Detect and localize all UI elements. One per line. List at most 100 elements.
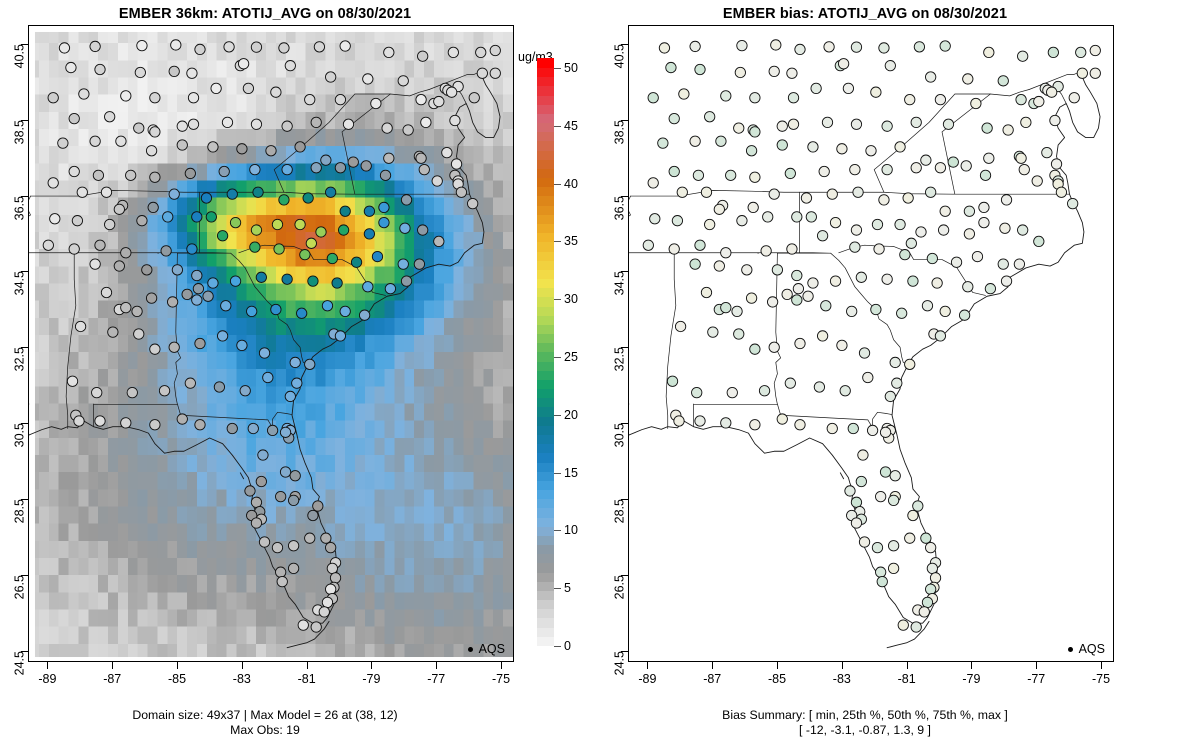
aqs-site-marker[interactable] bbox=[939, 305, 951, 318]
aqs-site-marker[interactable] bbox=[925, 186, 937, 198]
aqs-site-marker[interactable] bbox=[691, 387, 703, 399]
aqs-site-marker[interactable] bbox=[126, 387, 138, 399]
aqs-site-marker[interactable] bbox=[847, 422, 859, 435]
aqs-site-marker[interactable] bbox=[1017, 50, 1029, 62]
aqs-site-marker[interactable] bbox=[304, 94, 316, 106]
aqs-site-marker[interactable] bbox=[325, 71, 337, 83]
aqs-site-marker[interactable] bbox=[136, 215, 148, 227]
aqs-site-marker[interactable] bbox=[250, 517, 263, 529]
aqs-site-marker[interactable] bbox=[297, 619, 309, 631]
aqs-site-marker[interactable] bbox=[836, 339, 848, 352]
aqs-site-marker[interactable] bbox=[294, 218, 306, 231]
aqs-site-marker[interactable] bbox=[176, 413, 188, 425]
aqs-site-marker[interactable] bbox=[1033, 235, 1045, 248]
aqs-site-marker[interactable] bbox=[807, 141, 819, 153]
aqs-site-marker[interactable] bbox=[1017, 224, 1029, 236]
aqs-site-marker[interactable] bbox=[997, 258, 1009, 270]
aqs-site-marker[interactable] bbox=[879, 466, 892, 478]
aqs-site-marker[interactable] bbox=[120, 417, 132, 429]
aqs-site-marker[interactable] bbox=[704, 111, 716, 123]
aqs-site-marker[interactable] bbox=[381, 122, 393, 134]
aqs-site-marker[interactable] bbox=[284, 60, 296, 72]
aqs-site-marker[interactable] bbox=[358, 309, 371, 321]
aqs-site-marker[interactable] bbox=[791, 269, 803, 282]
aqs-site-marker[interactable] bbox=[402, 124, 414, 136]
aqs-site-marker[interactable] bbox=[271, 542, 284, 554]
aqs-site-marker[interactable] bbox=[1076, 67, 1088, 79]
aqs-site-marker[interactable] bbox=[68, 243, 80, 255]
aqs-site-marker[interactable] bbox=[74, 320, 87, 333]
aqs-site-marker[interactable] bbox=[836, 143, 848, 155]
aqs-site-marker[interactable] bbox=[794, 43, 806, 56]
aqs-site-marker[interactable] bbox=[310, 116, 322, 129]
aqs-site-marker[interactable] bbox=[884, 60, 896, 72]
aqs-site-marker[interactable] bbox=[447, 46, 459, 59]
aqs-site-marker[interactable] bbox=[134, 66, 146, 79]
aqs-site-marker[interactable] bbox=[176, 139, 188, 151]
aqs-site-marker[interactable] bbox=[875, 490, 887, 503]
aqs-site-marker[interactable] bbox=[979, 169, 992, 181]
aqs-site-marker[interactable] bbox=[467, 198, 479, 210]
aqs-site-marker[interactable] bbox=[846, 305, 858, 318]
aqs-site-marker[interactable] bbox=[768, 341, 780, 353]
aqs-site-marker[interactable] bbox=[776, 120, 788, 132]
aqs-site-marker[interactable] bbox=[878, 194, 890, 206]
aqs-site-marker[interactable] bbox=[904, 358, 916, 370]
aqs-site-marker[interactable] bbox=[289, 470, 301, 482]
aqs-site-marker[interactable] bbox=[862, 371, 874, 384]
aqs-site-marker[interactable] bbox=[894, 218, 906, 231]
aqs-site-marker[interactable] bbox=[468, 92, 480, 104]
aqs-site-marker[interactable] bbox=[934, 330, 947, 342]
aqs-site-marker[interactable] bbox=[665, 61, 677, 74]
aqs-site-marker[interactable] bbox=[913, 41, 926, 53]
aqs-site-marker[interactable] bbox=[736, 215, 748, 227]
aqs-site-marker[interactable] bbox=[668, 112, 680, 125]
aqs-site-marker[interactable] bbox=[202, 290, 214, 302]
aqs-site-marker[interactable] bbox=[350, 256, 363, 268]
aqs-site-marker[interactable] bbox=[441, 146, 453, 159]
aqs-site-marker[interactable] bbox=[791, 294, 803, 306]
aqs-site-marker[interactable] bbox=[963, 228, 976, 240]
aqs-site-marker[interactable] bbox=[71, 215, 84, 227]
aqs-site-marker[interactable] bbox=[942, 118, 955, 130]
aqs-site-marker[interactable] bbox=[947, 156, 959, 168]
aqs-site-marker[interactable] bbox=[749, 419, 761, 431]
aqs-site-marker[interactable] bbox=[147, 201, 159, 214]
aqs-site-marker[interactable] bbox=[149, 343, 161, 355]
aqs-site-marker[interactable] bbox=[920, 532, 932, 544]
aqs-site-marker[interactable] bbox=[113, 260, 125, 272]
aqs-site-marker[interactable] bbox=[926, 252, 938, 265]
aqs-site-marker[interactable] bbox=[939, 205, 951, 217]
aqs-site-marker[interactable] bbox=[89, 135, 101, 147]
aqs-site-marker[interactable] bbox=[279, 466, 292, 478]
aqs-site-marker[interactable] bbox=[925, 583, 937, 595]
aqs-site-marker[interactable] bbox=[999, 222, 1011, 234]
aqs-site-marker[interactable] bbox=[307, 509, 319, 522]
aqs-site-marker[interactable] bbox=[884, 390, 896, 403]
aqs-site-marker[interactable] bbox=[707, 326, 719, 338]
aqs-site-marker[interactable] bbox=[115, 135, 127, 147]
aqs-site-marker[interactable] bbox=[339, 205, 351, 217]
aqs-site-marker[interactable] bbox=[786, 67, 798, 79]
aqs-site-marker[interactable] bbox=[275, 566, 287, 578]
aqs-site-marker[interactable] bbox=[397, 258, 409, 270]
aqs-site-marker[interactable] bbox=[725, 169, 737, 181]
aqs-site-marker[interactable] bbox=[192, 283, 205, 295]
aqs-site-marker[interactable] bbox=[362, 73, 374, 85]
aqs-site-marker[interactable] bbox=[181, 288, 193, 300]
aqs-site-marker[interactable] bbox=[776, 413, 788, 425]
aqs-site-marker[interactable] bbox=[450, 158, 463, 170]
aqs-site-marker[interactable] bbox=[186, 243, 198, 255]
aqs-site-marker[interactable] bbox=[49, 213, 61, 225]
aqs-site-marker[interactable] bbox=[415, 152, 427, 164]
aqs-site-marker[interactable] bbox=[329, 572, 342, 584]
aqs-site-marker[interactable] bbox=[221, 116, 234, 129]
aqs-site-marker[interactable] bbox=[420, 116, 432, 129]
aqs-site-marker[interactable] bbox=[258, 536, 271, 548]
aqs-site-marker[interactable] bbox=[871, 218, 884, 231]
aqs-site-marker[interactable] bbox=[733, 328, 745, 340]
aqs-site-marker[interactable] bbox=[668, 243, 680, 255]
aqs-site-marker[interactable] bbox=[849, 164, 861, 176]
aqs-site-marker[interactable] bbox=[94, 415, 106, 427]
aqs-site-marker[interactable] bbox=[339, 40, 351, 52]
